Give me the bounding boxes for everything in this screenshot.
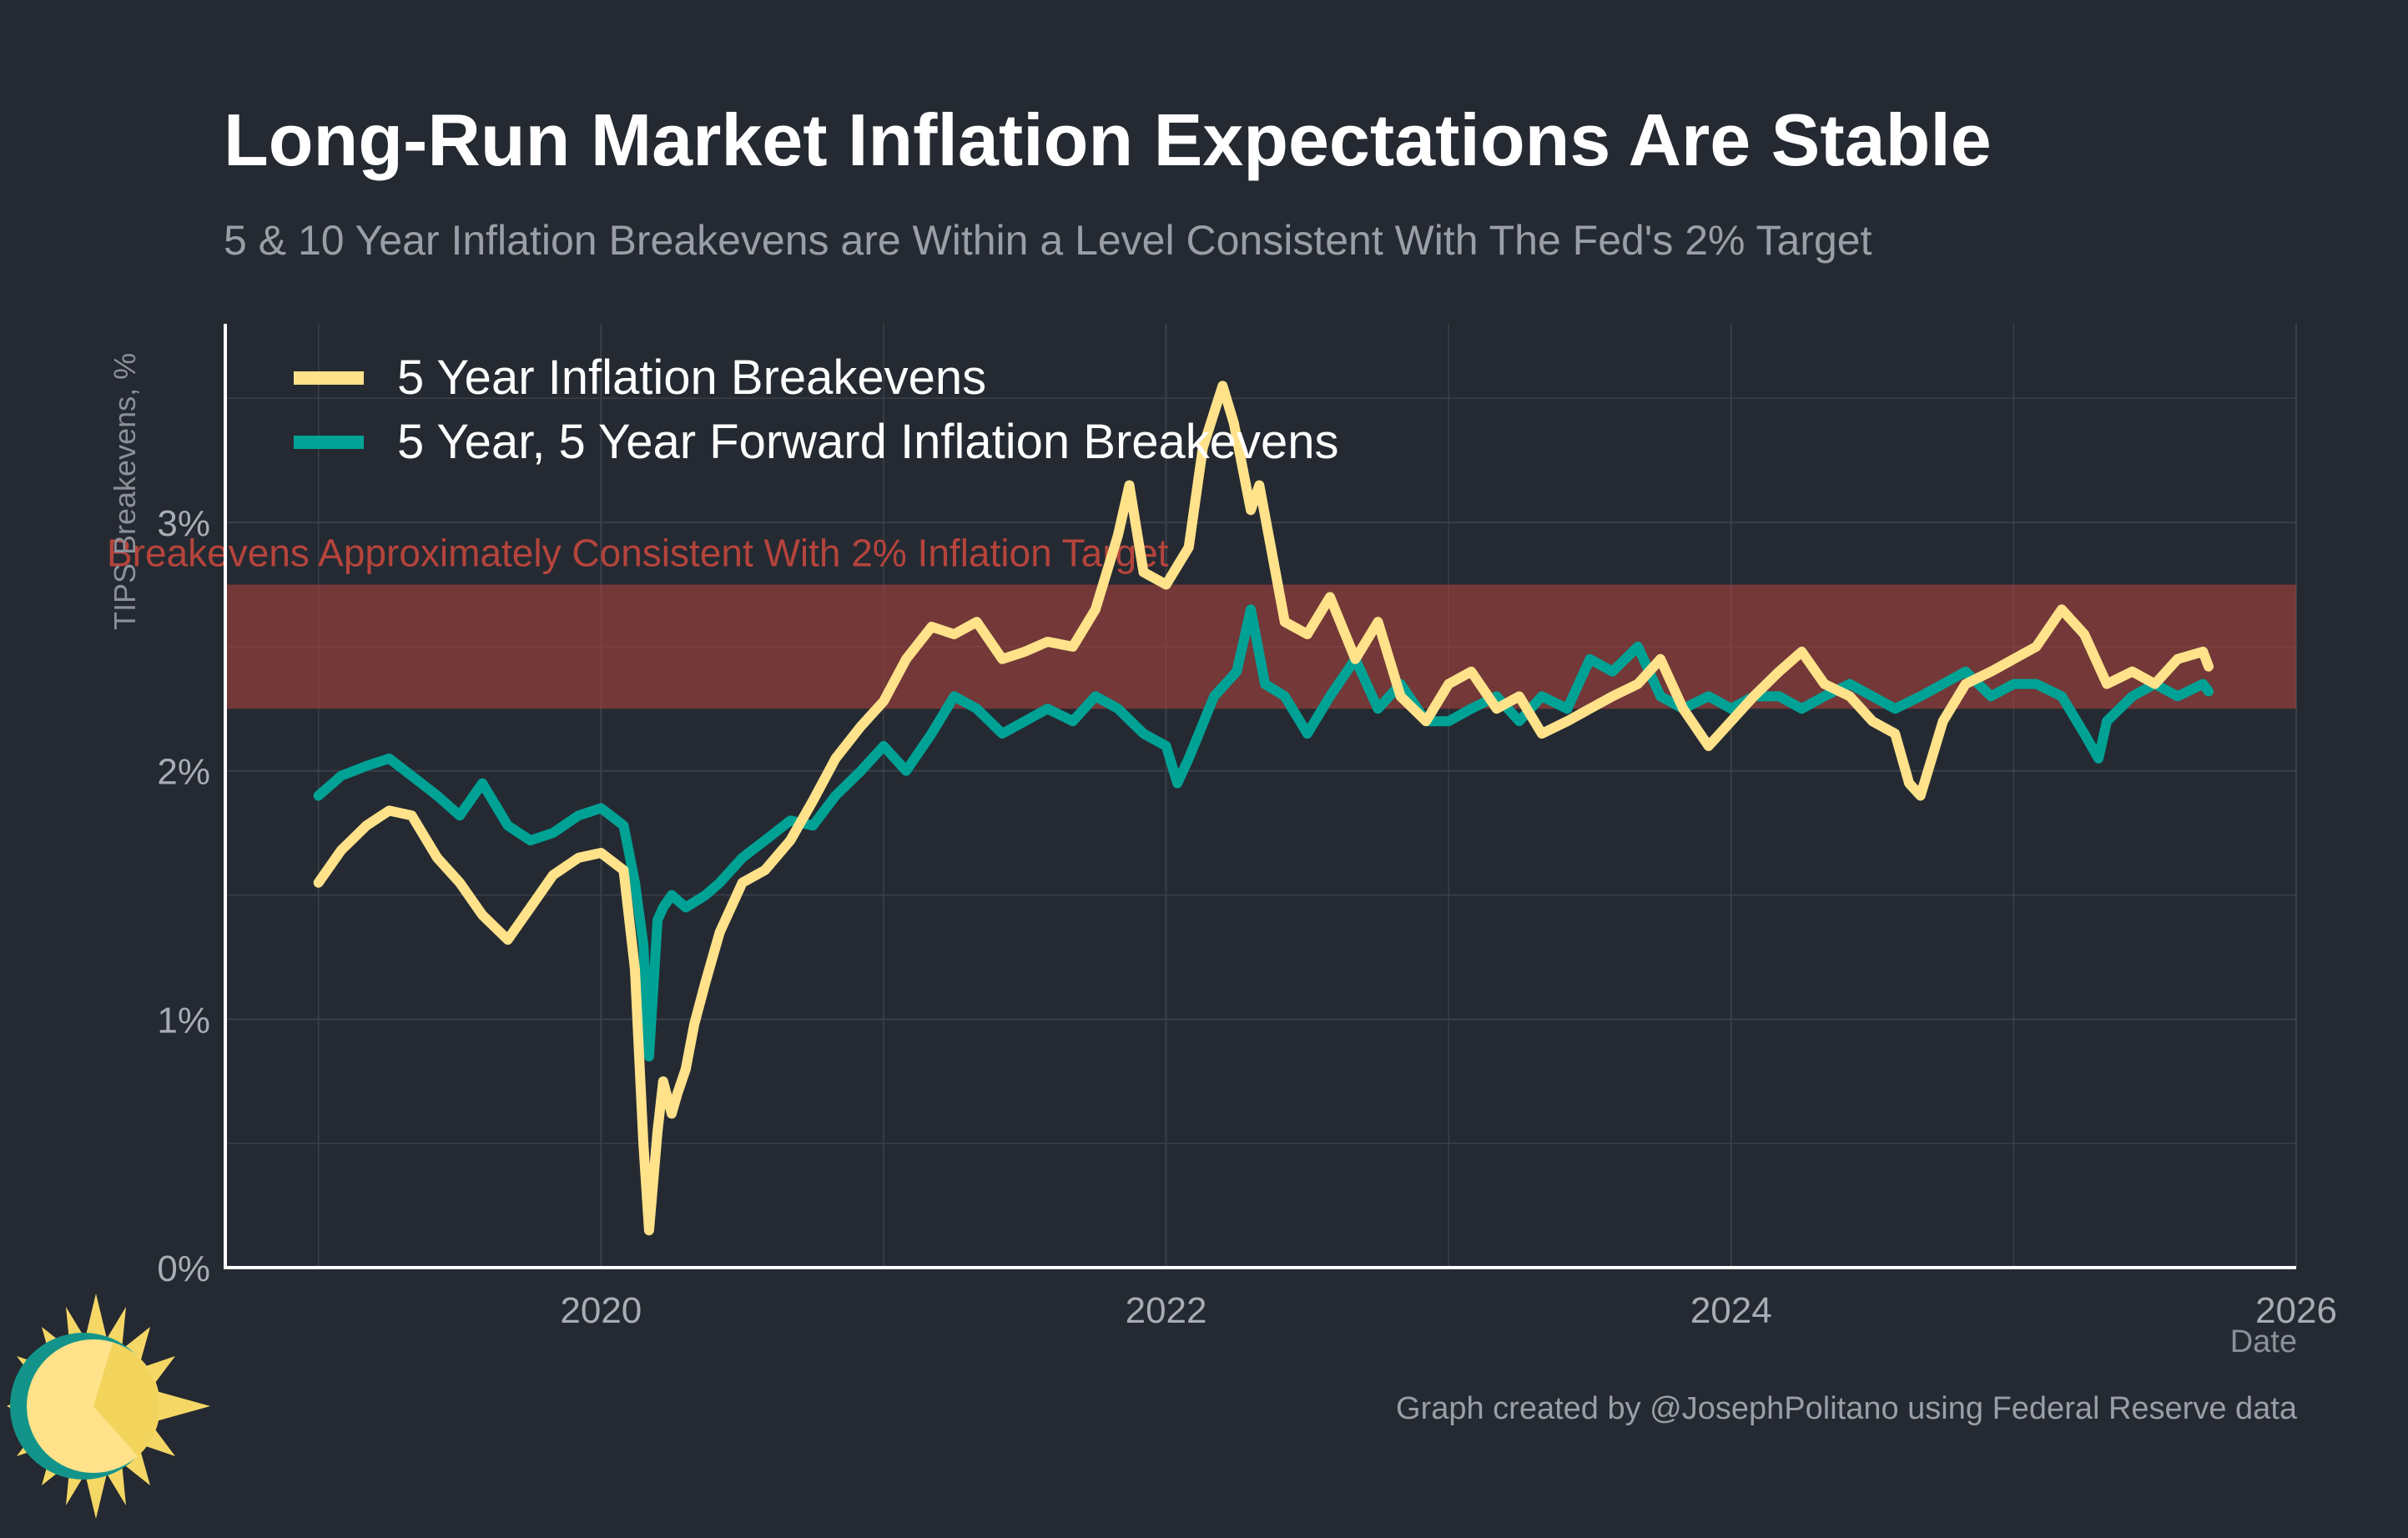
y-axis-title: TIPS Breakevens, % (108, 353, 142, 630)
series-lines (313, 381, 2214, 1236)
x-tick-label: 2022 (1126, 1290, 1207, 1331)
x-tick-label: 2020 (560, 1290, 642, 1331)
legend: 5 Year Inflation Breakevens 5 Year, 5 Ye… (294, 350, 1339, 469)
sun-shade (93, 1343, 160, 1456)
y-tick-label: 2% (157, 752, 210, 793)
y-tick-label: 1% (157, 1000, 210, 1041)
series-line-1 (313, 604, 2214, 1061)
target-band-label: Breakevens Approximately Consistent With… (107, 532, 1169, 575)
y-tick-label: 0% (157, 1248, 210, 1289)
chart-title: Long-Run Market Inflation Expectations A… (224, 98, 1992, 181)
legend-label-5y: 5 Year Inflation Breakevens (397, 350, 986, 405)
x-tick-label: 2024 (1690, 1290, 1772, 1331)
axes (224, 324, 2296, 1269)
tick-labels: 0% 1% 2% 3% 2020 2022 2024 2026 (157, 503, 2337, 1331)
chart-subtitle: 5 & 10 Year Inflation Breakevens are Wit… (224, 217, 1872, 264)
y-tick-label: 3% (157, 503, 210, 544)
x-axis-title: Date (2230, 1324, 2297, 1359)
source-caption: Graph created by @JosephPolitano using F… (1396, 1391, 2298, 1426)
x-tick-label: 2026 (2255, 1290, 2337, 1331)
legend-label-5y5y: 5 Year, 5 Year Forward Inflation Breakev… (397, 415, 1339, 469)
series-line-0 (313, 381, 2214, 1236)
sun-logo-icon (7, 1293, 210, 1519)
